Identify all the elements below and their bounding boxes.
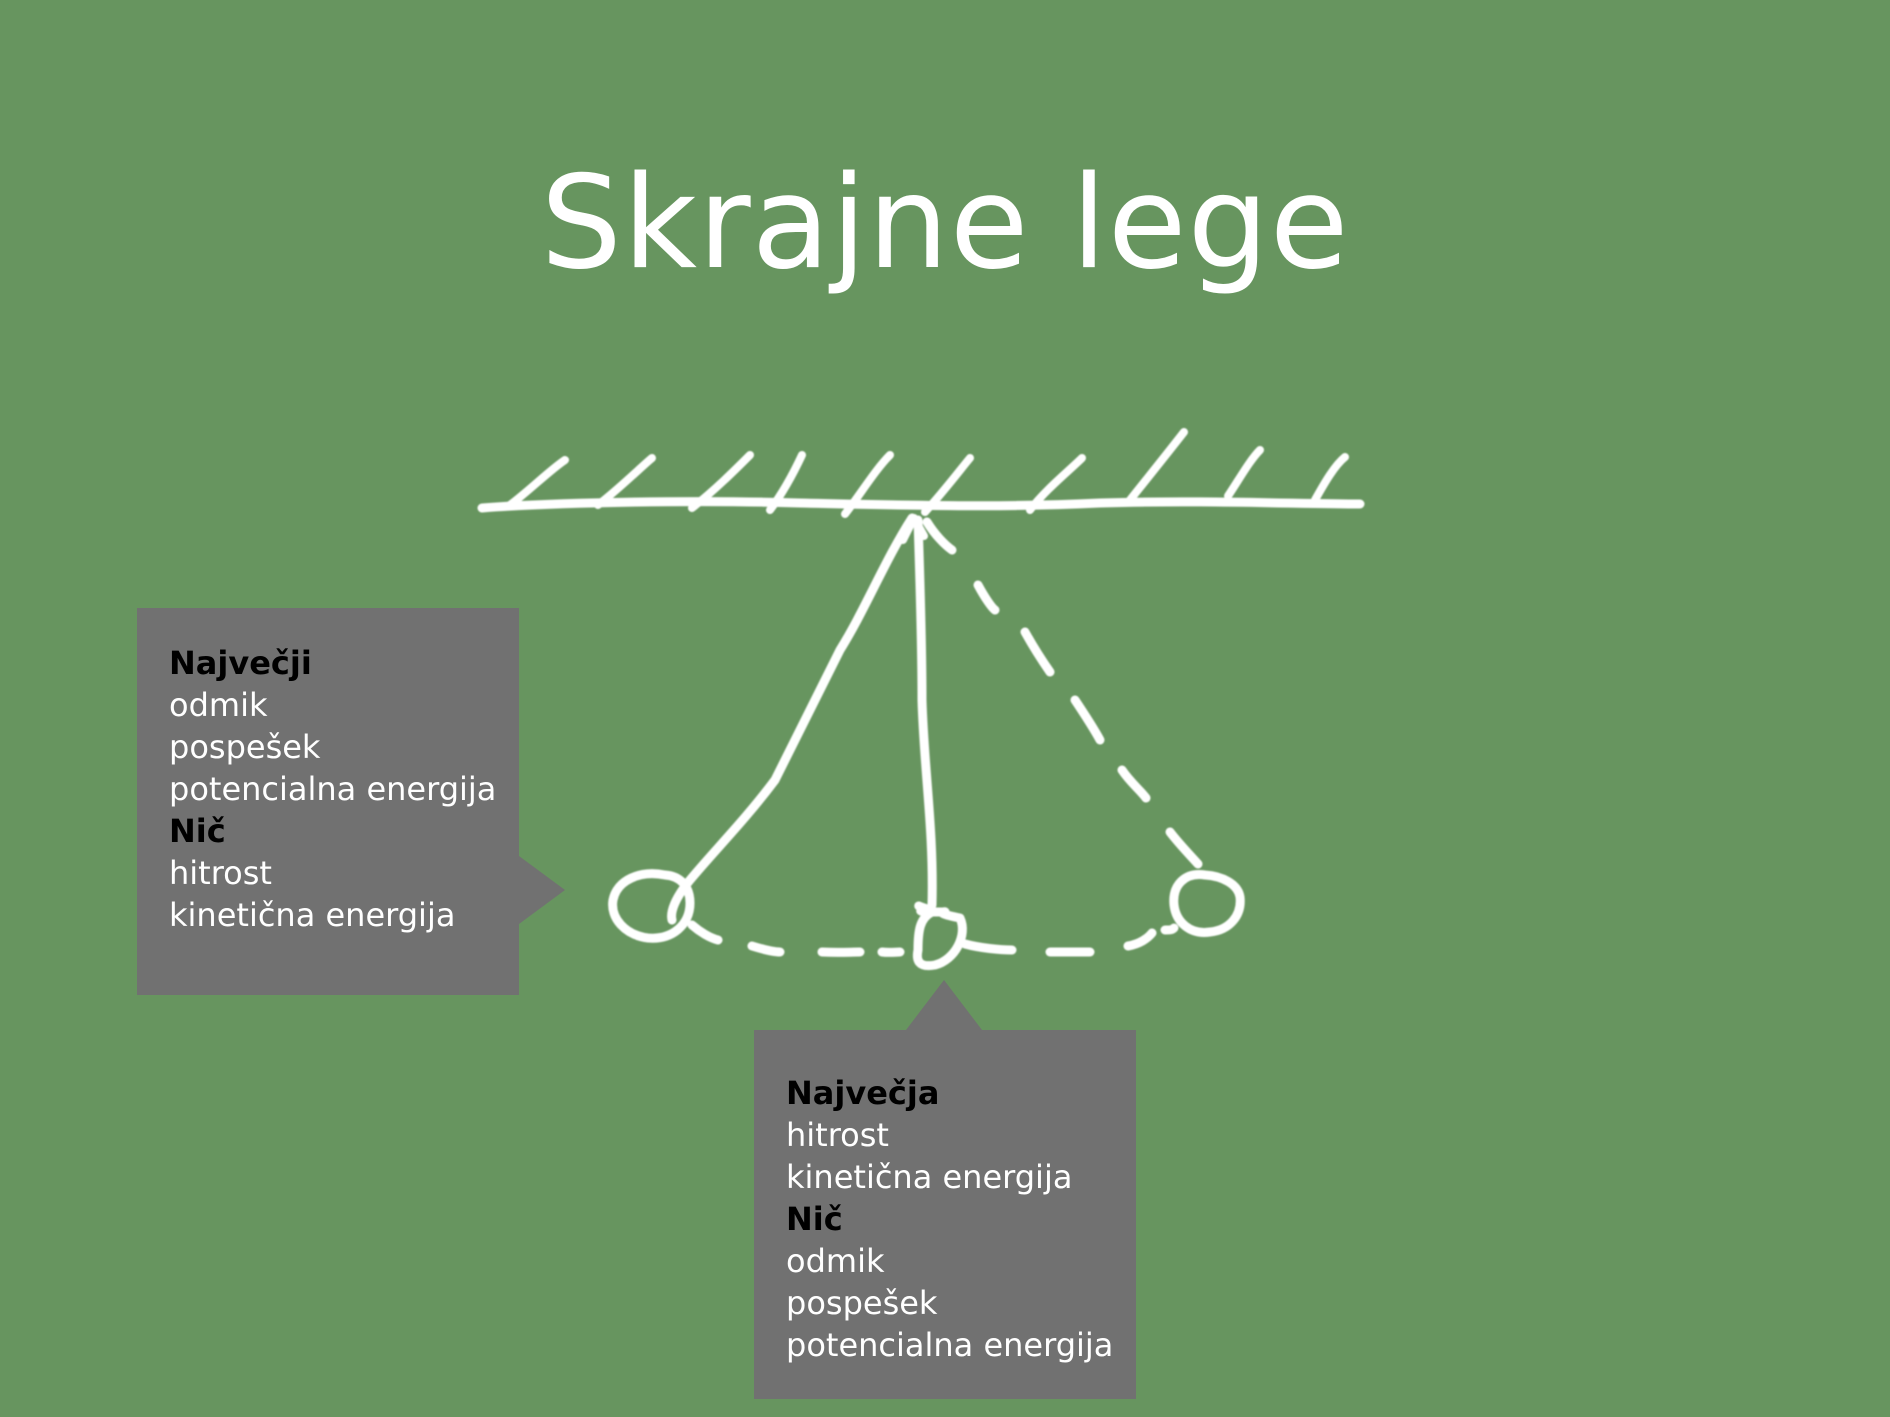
callout-left-item: hitrost bbox=[169, 854, 272, 892]
callout-left-item: kinetična energija bbox=[169, 896, 456, 934]
callout-equilibrium-position: Največja hitrost kinetična energija Nič … bbox=[754, 1030, 1136, 1399]
callout-left-item: pospešek bbox=[169, 728, 321, 766]
callout-left-item: odmik bbox=[169, 686, 268, 724]
callout-bottom-item: hitrost bbox=[786, 1116, 889, 1154]
callout-left-pointer bbox=[519, 856, 565, 924]
left-string bbox=[667, 513, 917, 925]
slide-title: Skrajne lege bbox=[540, 149, 1350, 298]
callout-bottom-item: pospešek bbox=[786, 1284, 938, 1322]
callout-bottom-item: kinetična energija bbox=[786, 1158, 1073, 1196]
dashed-swing-arc bbox=[687, 920, 1179, 957]
callout-bottom-heading-max: Največja bbox=[786, 1074, 940, 1112]
callout-left-item: potencialna energija bbox=[169, 770, 497, 808]
center-bob-outline bbox=[912, 905, 967, 971]
right-dashed-string bbox=[922, 517, 1203, 869]
callout-left-heading-zero: Nič bbox=[169, 812, 226, 850]
callout-extreme-position: Največji odmik pospešek potencialna ener… bbox=[137, 608, 519, 995]
callout-bottom-heading-zero: Nič bbox=[786, 1200, 843, 1238]
callout-bottom-pointer bbox=[906, 980, 982, 1030]
center-string bbox=[913, 515, 937, 910]
right-bob bbox=[1169, 870, 1245, 937]
ceiling-hatching bbox=[506, 428, 1349, 518]
callout-bottom-item: odmik bbox=[786, 1242, 885, 1280]
callout-bottom-item: potencialna energija bbox=[786, 1326, 1114, 1364]
ceiling-line bbox=[477, 497, 1365, 513]
callout-left-heading-max: Največji bbox=[169, 644, 312, 682]
left-bob bbox=[608, 869, 695, 943]
